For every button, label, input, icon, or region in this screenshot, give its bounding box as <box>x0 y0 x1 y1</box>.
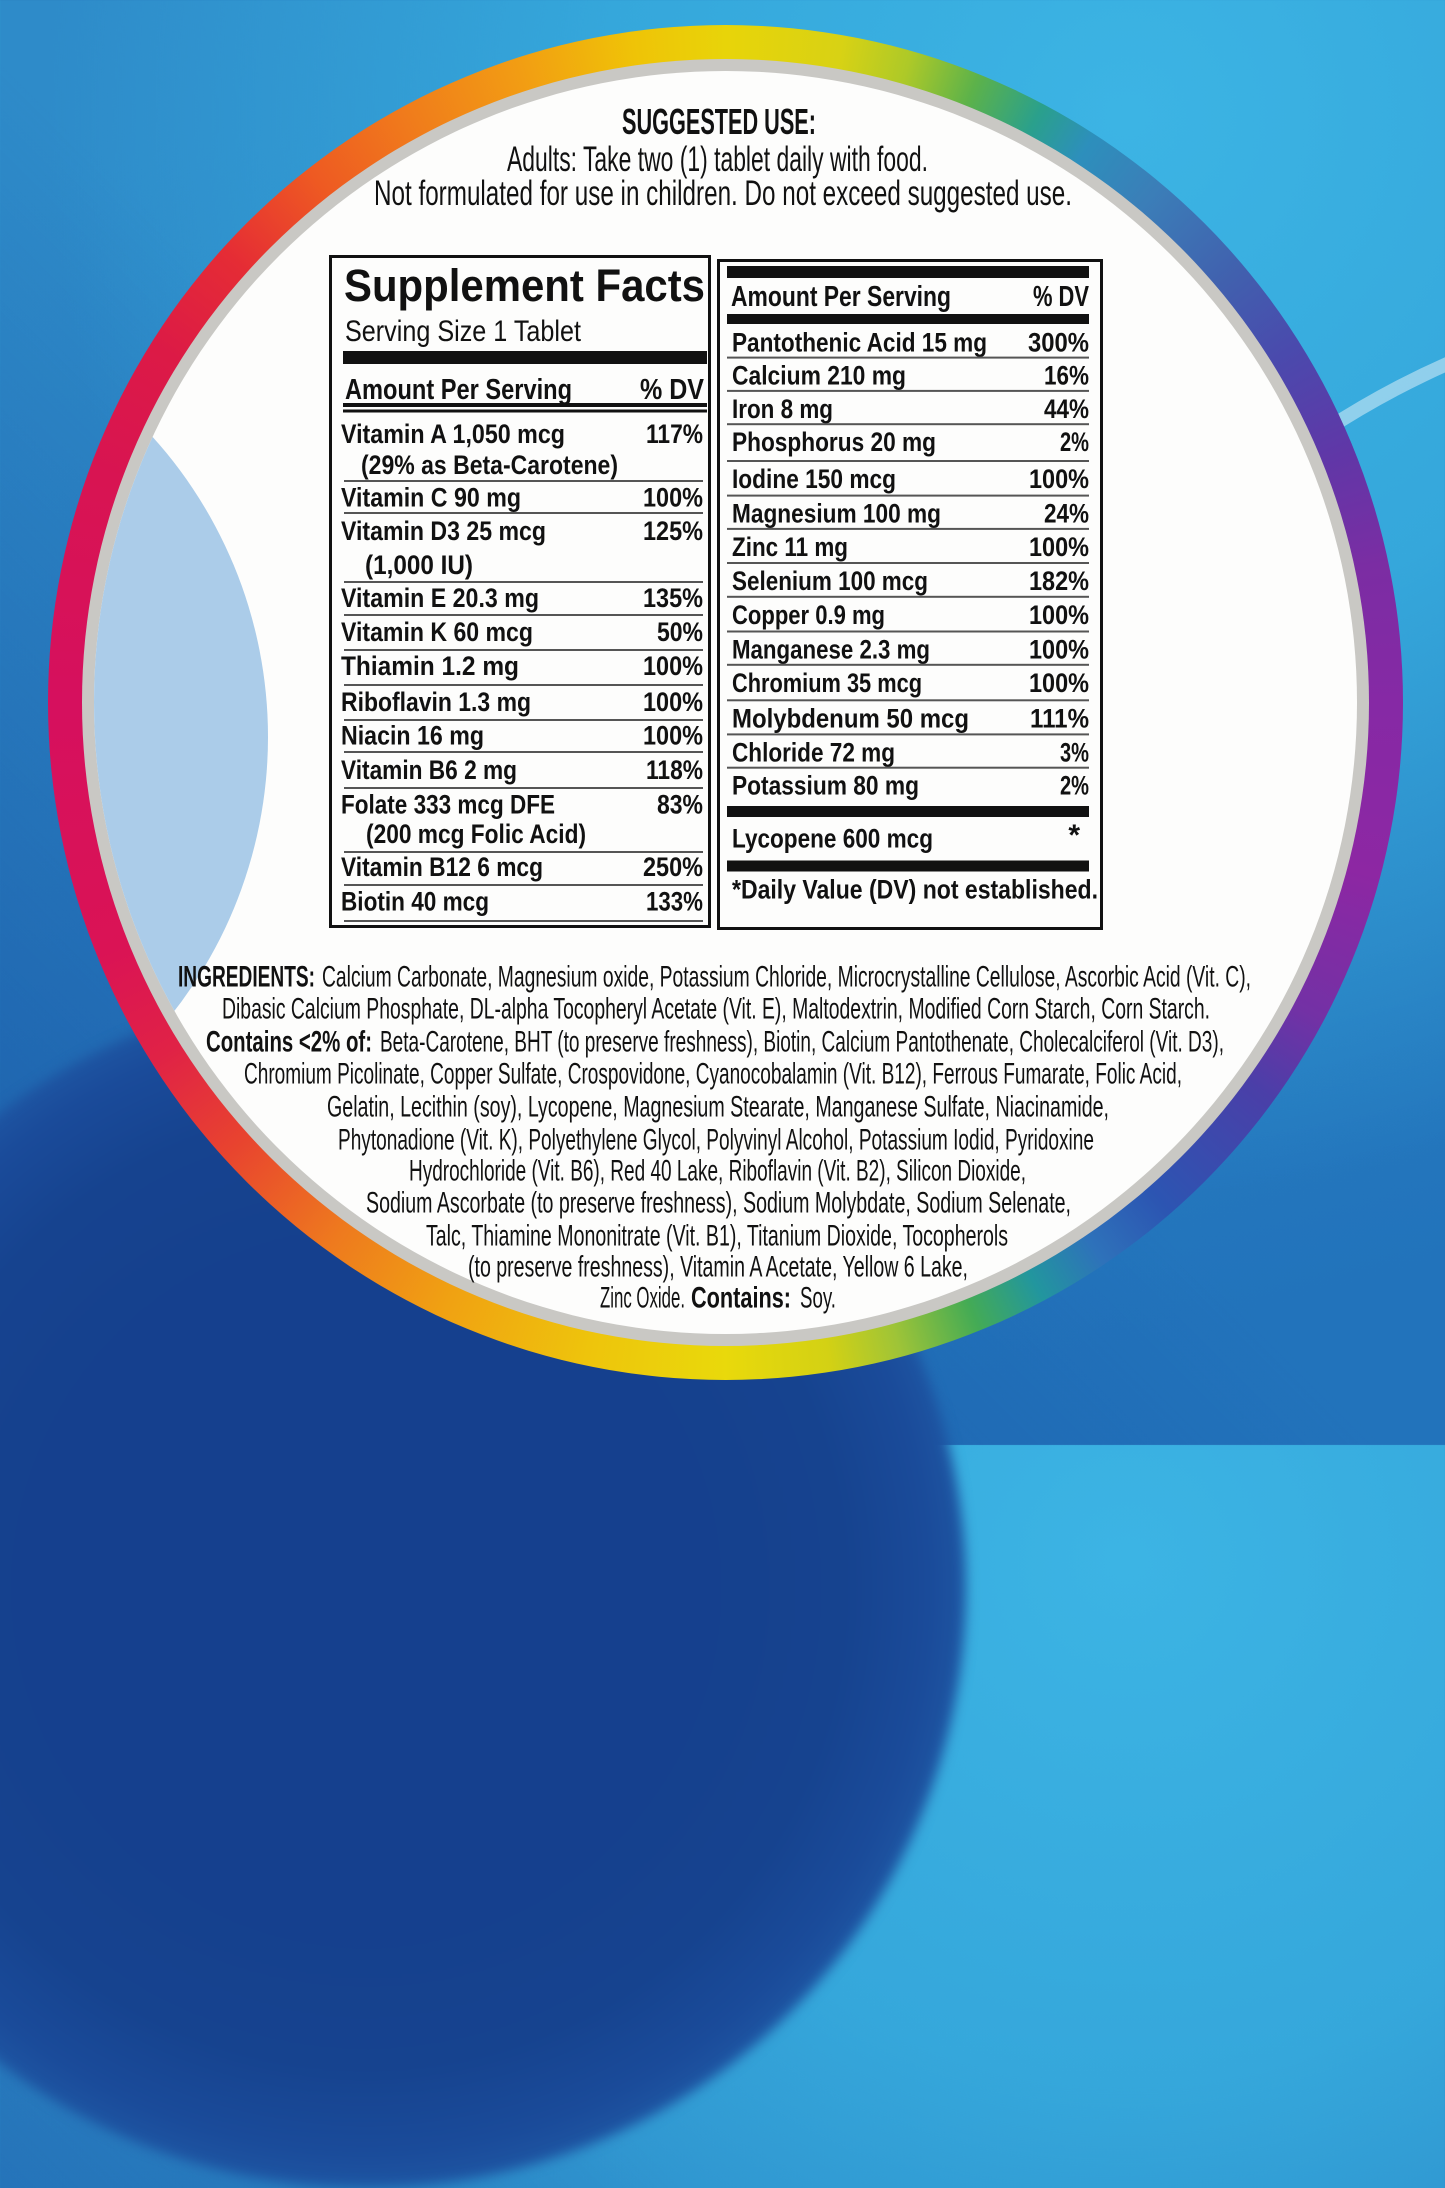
svg-text:Iodine 150 mcg: Iodine 150 mcg <box>732 464 896 494</box>
svg-text:100%: 100% <box>1029 600 1089 630</box>
svg-text:Chromium 35 mcg: Chromium 35 mcg <box>732 668 922 698</box>
svg-text:Chromium Picolinate, Copper Su: Chromium Picolinate, Copper Sulfate, Cro… <box>244 1058 1182 1091</box>
svg-text:Magnesium 100 mg: Magnesium 100 mg <box>732 499 941 529</box>
svg-text:100%: 100% <box>643 687 703 717</box>
svg-text:Lycopene 600 mcg: Lycopene 600 mcg <box>732 824 933 854</box>
svg-text:Beta-Carotene, BHT (to preserv: Beta-Carotene, BHT (to preserve freshnes… <box>380 1026 1224 1059</box>
svg-text:100%: 100% <box>643 721 703 751</box>
svg-text:83%: 83% <box>657 790 703 820</box>
svg-text:(200 mcg Folic Acid): (200 mcg Folic Acid) <box>366 819 586 849</box>
svg-text:135%: 135% <box>643 583 703 613</box>
svg-text:Adults: Take two (1) tablet da: Adults: Take two (1) tablet daily with f… <box>507 140 928 179</box>
svg-text:Vitamin D3 25 mcg: Vitamin D3 25 mcg <box>341 516 546 546</box>
svg-text:100%: 100% <box>1029 532 1089 562</box>
svg-text:Amount Per Serving: Amount Per Serving <box>731 281 951 313</box>
svg-text:100%: 100% <box>643 483 703 513</box>
svg-text:300%: 300% <box>1028 328 1089 358</box>
svg-text:Manganese 2.3 mg: Manganese 2.3 mg <box>732 635 930 665</box>
svg-text:125%: 125% <box>643 516 703 546</box>
svg-text:Supplement Facts: Supplement Facts <box>344 260 705 311</box>
svg-text:117%: 117% <box>646 419 703 449</box>
svg-text:*Daily Value (DV) not establis: *Daily Value (DV) not established. <box>732 875 1098 905</box>
svg-text:3%: 3% <box>1060 737 1089 767</box>
svg-text:Hydrochloride (Vit. B6), Red 4: Hydrochloride (Vit. B6), Red 40 Lake, Ri… <box>409 1155 1026 1188</box>
svg-text:182%: 182% <box>1029 566 1089 596</box>
svg-text:111%: 111% <box>1030 703 1089 733</box>
svg-text:100%: 100% <box>1029 668 1089 698</box>
svg-text:Calcium 210 mg: Calcium 210 mg <box>732 361 906 391</box>
svg-text:% DV: % DV <box>1033 281 1089 313</box>
svg-text:2%: 2% <box>1060 427 1089 457</box>
svg-text:Contains <2% of:: Contains <2% of: <box>206 1026 372 1059</box>
svg-text:SUGGESTED USE:: SUGGESTED USE: <box>622 101 816 142</box>
svg-text:Molybdenum 50 mcg: Molybdenum 50 mcg <box>732 703 969 733</box>
svg-text:Thiamin 1.2 mg: Thiamin 1.2 mg <box>341 651 519 681</box>
svg-text:Talc, Thiamine Mononitrate (V: Talc, Thiamine Mononitrate (Vit. B1), Ti… <box>426 1220 1008 1253</box>
svg-text:Sodium Ascorbate (to preserve: Sodium Ascorbate (to preserve freshness)… <box>366 1187 1071 1220</box>
svg-text:*: * <box>1068 819 1080 852</box>
svg-text:Zinc 11 mg: Zinc 11 mg <box>732 532 848 562</box>
svg-text:(29% as Beta-Carotene): (29% as Beta-Carotene) <box>361 450 618 480</box>
svg-text:118%: 118% <box>646 755 703 785</box>
svg-text:24%: 24% <box>1044 499 1089 529</box>
svg-text:Amount Per Serving: Amount Per Serving <box>345 374 572 406</box>
svg-text:Vitamin B6 2 mg: Vitamin B6 2 mg <box>341 755 517 785</box>
svg-text:Not formulated for use in chil: Not formulated for use in children. Do n… <box>374 174 1072 213</box>
svg-text:Serving Size 1 Tablet: Serving Size 1 Tablet <box>345 315 582 348</box>
svg-text:Niacin 16 mg: Niacin 16 mg <box>341 721 484 751</box>
svg-text:Contains:: Contains: <box>691 1282 791 1315</box>
svg-text:Copper 0.9 mg: Copper 0.9 mg <box>732 600 885 630</box>
svg-text:Phosphorus 20 mg: Phosphorus 20 mg <box>732 427 936 457</box>
svg-text:100%: 100% <box>1029 464 1089 494</box>
svg-text:Potassium 80 mg: Potassium 80 mg <box>732 771 919 801</box>
svg-text:% DV: % DV <box>640 374 705 406</box>
svg-text:Calcium Carbonate, Magnesium o: Calcium Carbonate, Magnesium oxide, Pota… <box>322 961 1251 994</box>
svg-text:2%: 2% <box>1060 771 1089 801</box>
svg-text:Folate 333 mcg DFE: Folate 333 mcg DFE <box>341 790 555 820</box>
svg-text:Selenium 100 mcg: Selenium 100 mcg <box>732 566 928 596</box>
svg-text:Soy.: Soy. <box>800 1282 836 1315</box>
svg-text:Vitamin C 90 mg: Vitamin C 90 mg <box>341 483 521 513</box>
svg-text:Vitamin B12 6 mcg: Vitamin B12 6 mcg <box>341 852 543 882</box>
svg-text:Vitamin K 60 mcg: Vitamin K 60 mcg <box>341 617 533 647</box>
svg-text:44%: 44% <box>1044 394 1089 424</box>
svg-text:Phytonadione (Vit. K), Polyeth: Phytonadione (Vit. K), Polyethylene Glyc… <box>338 1124 1094 1157</box>
svg-text:16%: 16% <box>1044 361 1089 391</box>
svg-text:50%: 50% <box>657 617 703 647</box>
svg-text:Vitamin E 20.3 mg: Vitamin E 20.3 mg <box>341 583 539 613</box>
svg-text:100%: 100% <box>1029 635 1089 665</box>
svg-text:Biotin 40 mcg: Biotin 40 mcg <box>341 887 489 917</box>
svg-text:133%: 133% <box>646 887 703 917</box>
svg-text:Zinc Oxide.: Zinc Oxide. <box>600 1282 685 1315</box>
svg-text:250%: 250% <box>643 852 703 882</box>
svg-text:Riboflavin 1.3 mg: Riboflavin 1.3 mg <box>341 687 531 717</box>
svg-text:Vitamin A 1,050 mcg: Vitamin A 1,050 mcg <box>341 419 565 449</box>
svg-text:Iron 8 mg: Iron 8 mg <box>732 394 833 424</box>
svg-text:100%: 100% <box>643 651 703 681</box>
svg-text:Chloride 72 mg: Chloride 72 mg <box>732 737 895 767</box>
svg-text:Gelatin, Lecithin (soy), Lyco: Gelatin, Lecithin (soy), Lycopene, Magne… <box>327 1091 1109 1124</box>
svg-text:Pantothenic Acid 15 mg: Pantothenic Acid 15 mg <box>732 328 987 358</box>
svg-text:INGREDIENTS:: INGREDIENTS: <box>178 961 315 994</box>
svg-text:Dibasic Calcium Phosphate, DL-: Dibasic Calcium Phosphate, DL-alpha Toco… <box>222 993 1210 1026</box>
svg-text:(1,000 IU): (1,000 IU) <box>365 550 473 580</box>
svg-text:(to preserve freshness), Vitam: (to preserve freshness), Vitamin A Aceta… <box>468 1251 968 1284</box>
